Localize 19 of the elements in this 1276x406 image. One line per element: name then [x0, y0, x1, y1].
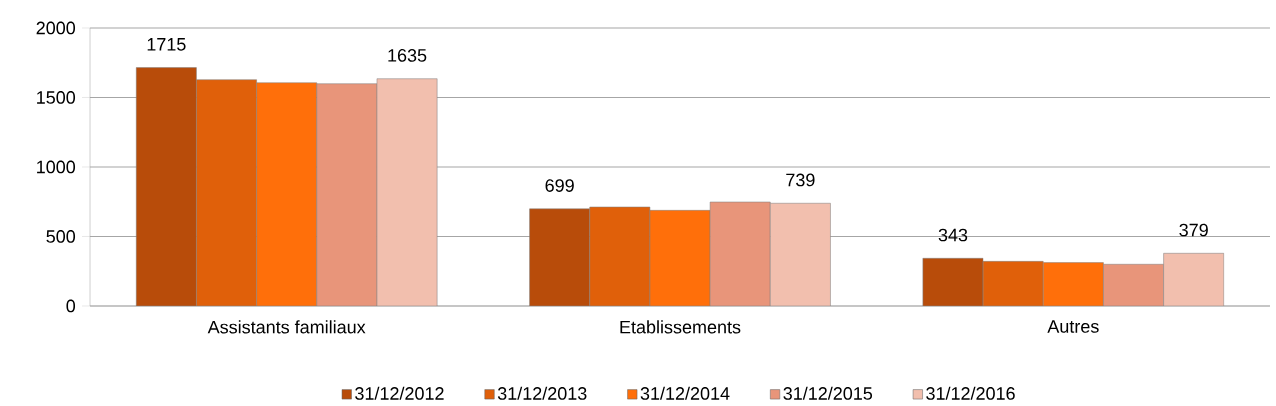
y-tick-label: 1000 [37, 160, 76, 174]
data-label: 343 [938, 228, 968, 242]
x-tick-label: Assistants familiaux [207, 320, 366, 334]
legend-label: 31/12/2014 [640, 386, 730, 400]
y-tick-label: 0 [66, 299, 76, 313]
legend-label: 31/12/2013 [497, 386, 587, 400]
legend-label: 31/12/2015 [783, 386, 873, 400]
y-tick-label: 2000 [36, 21, 76, 35]
data-label: 1635 [388, 49, 427, 62]
data-label: 739 [786, 173, 815, 187]
data-label: 1715 [147, 38, 186, 51]
y-tick-label: 500 [46, 230, 76, 243]
legend-label: 31/12/2012 [355, 386, 444, 400]
data-label: 379 [1179, 223, 1208, 237]
x-tick-label: Autres [1047, 320, 1099, 333]
data-label: 699 [545, 179, 574, 192]
y-tick-label: 1500 [37, 91, 76, 104]
legend-label: 31/12/2016 [926, 386, 1015, 400]
x-tick-label: Etablissements [620, 320, 741, 334]
